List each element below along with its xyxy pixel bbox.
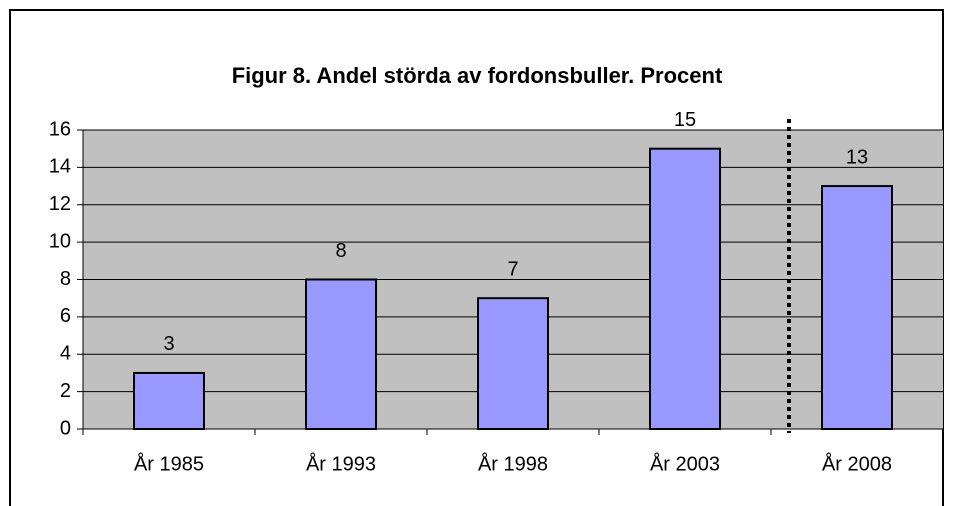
y-tick-label: 6 — [60, 305, 71, 327]
y-tick-label: 4 — [60, 343, 71, 365]
bar — [305, 278, 377, 430]
y-tick-label: 0 — [60, 417, 71, 439]
x-tick-label: År 2003 — [650, 452, 720, 475]
value-label: 8 — [335, 240, 346, 262]
bar — [649, 147, 721, 430]
bar — [477, 297, 549, 430]
value-label: 15 — [674, 109, 696, 131]
y-tick-label: 8 — [60, 268, 71, 290]
x-tick-label: År 1985 — [134, 452, 204, 475]
bar — [821, 185, 893, 430]
x-tick-label: År 1993 — [306, 452, 376, 475]
value-label: 13 — [846, 146, 868, 168]
chart-title: Figur 8. Andel störda av fordonsbuller. … — [232, 63, 723, 88]
value-label: 3 — [163, 333, 174, 355]
y-tick-label: 2 — [60, 380, 71, 402]
y-tick-label: 14 — [49, 156, 71, 178]
x-tick-label: År 1998 — [478, 452, 548, 475]
y-tick-label: 16 — [49, 118, 71, 140]
x-tick-label: År 2008 — [822, 452, 892, 475]
bar — [133, 371, 205, 430]
y-tick-label: 10 — [49, 230, 71, 252]
y-tick-label: 12 — [49, 193, 71, 215]
value-label: 7 — [507, 258, 518, 280]
